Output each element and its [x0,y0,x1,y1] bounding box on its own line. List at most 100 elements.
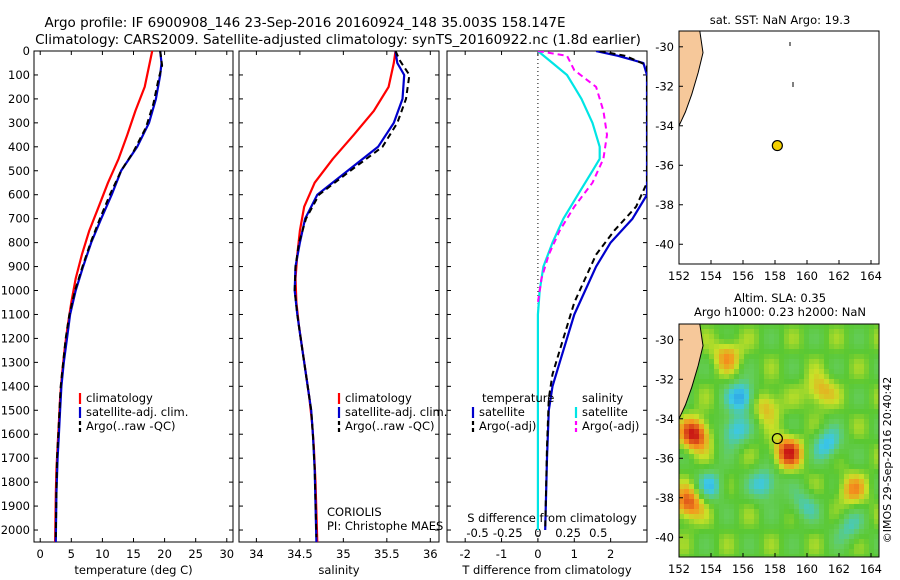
heatmap-cell [754,439,760,445]
heatmap-cell [759,504,765,510]
heatmap-cell [794,479,800,485]
heatmap-cell [714,339,720,345]
heatmap-cell [849,419,855,425]
heatmap-cell [734,464,740,470]
heatmap-cell [759,424,765,430]
heatmap-cell [724,484,730,490]
heatmap-cell [734,519,740,525]
heatmap-cell [789,379,795,385]
heatmap-cell [829,339,835,345]
heatmap-cell [734,409,740,415]
series-line [544,51,647,531]
heatmap-cell [759,349,765,355]
heatmap-cell [814,374,820,380]
heatmap-cell [844,369,850,375]
heatmap-cell [854,424,860,430]
heatmap-cell [834,509,840,515]
heatmap-cell [809,354,815,360]
heatmap-cell [749,469,755,475]
heatmap-cell [734,509,740,515]
heatmap-cell [824,374,830,380]
heatmap-cell [839,399,845,405]
heatmap-cell [809,389,815,395]
heatmap-cell [869,484,875,490]
heatmap-cell [864,419,870,425]
heatmap-cell [849,364,855,370]
heatmap-cell [799,334,805,340]
heatmap-cell [859,349,865,355]
heatmap-cell [709,429,715,435]
heatmap-cell [724,474,730,480]
heatmap-cell [809,329,815,335]
heatmap-cell [764,539,770,545]
heatmap-cell [794,414,800,420]
heatmap-cell [759,449,765,455]
x-tick-label: -2 [459,547,470,561]
heatmap-cell [814,454,820,460]
difference-panel: -2 -1 0 1 2T difference from climatology-0.5… [446,50,648,577]
heatmap-cell [804,384,810,390]
heatmap-cell [824,414,830,420]
heatmap-cell [734,434,740,440]
heatmap-cell [689,444,695,450]
heatmap-cell [719,369,725,375]
x-tick-label: 30 [219,547,234,561]
heatmap-cell [709,364,715,370]
series-group [293,51,411,542]
heatmap-cell [734,479,740,485]
heatmap-cell [864,449,870,455]
heatmap-cell [869,494,875,500]
heatmap-cell [729,499,735,505]
heatmap-cell [754,364,760,370]
heatmap-cell [834,374,840,380]
heatmap-cell [769,479,775,485]
heatmap-cell [814,499,820,505]
heatmap-cell [844,374,850,380]
heatmap-cell [734,419,740,425]
heatmap-cell [824,419,830,425]
heatmap-cell [769,349,775,355]
heatmap-cell [754,334,760,340]
heatmap-cell [824,464,830,470]
heatmap-cell [819,454,825,460]
heatmap-cell [814,544,820,550]
heatmap-cell [699,419,705,425]
heatmap-cell [844,434,850,440]
heatmap-cell [714,474,720,480]
heatmap-cell [759,494,765,500]
heatmap-cell [844,509,850,515]
heatmap-cell [769,364,775,370]
heatmap-cell [704,354,710,360]
heatmap-cell [869,524,875,530]
heatmap-cell [719,374,725,380]
x-tick-label: 34.5 [287,547,313,561]
heatmap-cell [814,449,820,455]
heatmap-cell [794,529,800,535]
heatmap-cell [759,399,765,405]
heatmap-cell [859,534,865,540]
heatmap-cell [729,414,735,420]
heatmap-cell [779,534,785,540]
heatmap-cell [704,379,710,385]
heatmap-cell [739,414,745,420]
heatmap-cell [849,369,855,375]
heatmap-cell [809,324,815,330]
series-group [536,51,647,531]
heatmap-cell [689,499,695,505]
heatmap-cell [844,359,850,365]
heatmap-cell [874,399,879,405]
heatmap-cell [869,354,875,360]
heatmap-cell [819,394,825,400]
heatmap-cell [704,469,710,475]
heatmap-cell [764,534,770,540]
series-group [54,51,164,542]
heatmap-cell [819,324,825,330]
heatmap-cell [739,514,745,520]
heatmap-cell [734,454,740,460]
heatmap-cell [769,419,775,425]
heatmap-cell [809,489,815,495]
heatmap-cell [739,334,745,340]
heatmap-cell [799,449,805,455]
heatmap-cell [824,424,830,430]
heatmap-cell [814,484,820,490]
